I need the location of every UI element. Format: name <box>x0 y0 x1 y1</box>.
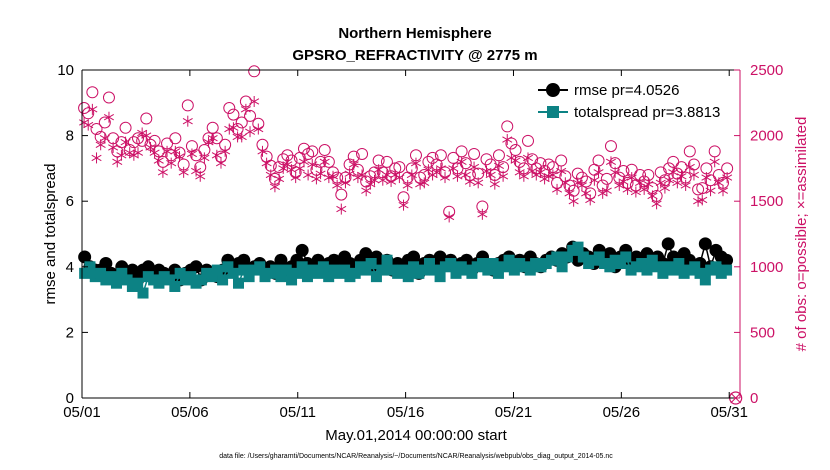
totalspread-point <box>620 251 631 262</box>
y-right-tick-label: 1000 <box>750 259 783 276</box>
totalspread-point <box>504 255 515 266</box>
totalspread-point <box>376 265 387 276</box>
rmse-point <box>662 237 675 250</box>
y-right-tick-label: 0 <box>750 390 758 407</box>
totalspread-point <box>228 268 239 279</box>
y-left-tick-label: 2 <box>66 324 74 341</box>
totalspread-point <box>551 251 562 262</box>
x-tick-label: 05/26 <box>603 404 641 421</box>
data-file-footnote: data file: /Users/gharamti/Documents/NCA… <box>219 453 613 460</box>
x-tick-label: 05/01 <box>63 404 101 421</box>
chart-figure: Northern Hemisphere GPSRO_REFRACTIVITY @… <box>0 0 830 470</box>
y-right-tick-label: 2500 <box>750 62 783 79</box>
totalspread-point <box>111 278 122 289</box>
y-axis-label-left: rmse and totalspread <box>42 164 59 305</box>
y-left-tick-label: 4 <box>66 259 74 276</box>
totalspread-point <box>435 271 446 282</box>
y-left-tick-label: 8 <box>66 128 74 145</box>
chart-subtitle: GPSRO_REFRACTIVITY @ 2775 m <box>292 47 537 64</box>
y-right-tick-label: 2000 <box>750 128 783 145</box>
totalspread-point <box>318 261 329 272</box>
totalspread-point <box>217 274 228 285</box>
rmse-point <box>296 244 309 257</box>
totalspread-point <box>573 242 584 253</box>
x-axis-label: May.01,2014 00:00:00 start <box>325 427 507 444</box>
totalspread-point <box>700 274 711 285</box>
totalspread-point <box>233 278 244 289</box>
totalspread-point <box>138 288 149 299</box>
totalspread-point <box>403 271 414 282</box>
y-left-tick-label: 10 <box>57 62 74 79</box>
totalspread-point <box>297 261 308 272</box>
legend-spread-marker <box>547 106 559 118</box>
totalspread-point <box>557 261 568 272</box>
x-tick-label: 05/31 <box>710 404 748 421</box>
totalspread-point <box>366 258 377 269</box>
y-right-tick-label: 500 <box>750 324 775 341</box>
x-tick-label: 05/21 <box>495 404 533 421</box>
y-left-tick-label: 6 <box>66 193 74 210</box>
legend-rmse-label: rmse pr=4.0526 <box>574 82 679 99</box>
legend-rmse-marker <box>546 83 560 97</box>
totalspread-point <box>445 258 456 269</box>
x-tick-label: 05/16 <box>387 404 425 421</box>
x-tick-label: 05/06 <box>171 404 209 421</box>
x-tick-label: 05/11 <box>280 404 316 421</box>
y-right-tick-label: 1500 <box>750 193 783 210</box>
totalspread-point <box>254 261 265 272</box>
totalspread-point <box>382 255 393 266</box>
totalspread-point <box>641 265 652 276</box>
totalspread-point <box>281 265 292 276</box>
totalspread-point <box>212 265 223 276</box>
totalspread-point <box>673 258 684 269</box>
totalspread-point <box>169 281 180 292</box>
totalspread-point <box>721 265 732 276</box>
totalspread-point <box>488 258 499 269</box>
legend: rmse pr=4.0526 totalspread pr=3.8813 <box>532 76 728 126</box>
chart-title: Northern Hemisphere <box>338 25 491 42</box>
legend-spread-label: totalspread pr=3.8813 <box>574 104 720 121</box>
totalspread-point <box>132 278 143 289</box>
y-axis-label-right: # of obs: o=possible; ×=assimilated <box>793 117 810 352</box>
